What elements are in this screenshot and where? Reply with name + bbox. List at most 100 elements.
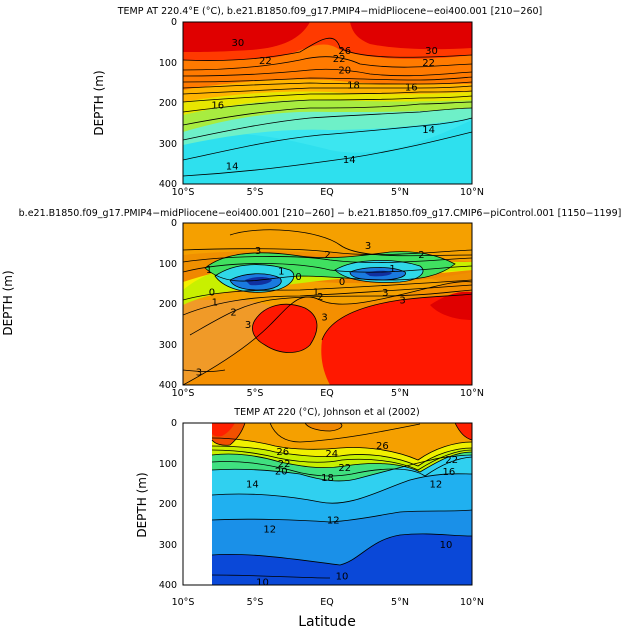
contour-label: 22	[333, 54, 346, 65]
y-tick-label: 400	[159, 580, 177, 591]
panel-3-y-axis-title: DEPTH (m)	[135, 472, 149, 537]
contour-label: 26	[338, 46, 351, 57]
y-tick-label: 300	[159, 340, 177, 351]
x-tick-label: 5°S	[247, 388, 264, 399]
contour-label: 26	[376, 441, 389, 452]
contour-label: 2	[418, 250, 424, 261]
y-tick-label: 100	[159, 459, 177, 470]
contour-label: 20	[275, 466, 288, 477]
contour-label: 12	[327, 516, 340, 527]
y-tick-label: 400	[159, 380, 177, 391]
y-tick-label: 100	[159, 259, 177, 270]
x-tick-label: 10°S	[172, 388, 195, 399]
contour-label: 14	[226, 161, 239, 172]
contour-label: 24	[325, 449, 338, 460]
contour-label: 2	[324, 250, 330, 261]
contour-label: 0	[209, 287, 215, 298]
x-tick-label: 5°N	[391, 187, 409, 198]
x-tick-label: 10°S	[172, 187, 195, 198]
contour-label: 14	[246, 479, 259, 490]
contour-label: 3	[196, 368, 202, 379]
panel-2-frame	[182, 222, 473, 386]
x-tick-label: EQ	[320, 597, 333, 608]
panel-2-title: b.e21.B1850.f09_g17.PMIP4−midPliocene−eo…	[19, 208, 622, 219]
x-tick-label: EQ	[320, 388, 333, 399]
x-tick-label: 10°N	[460, 187, 484, 198]
contour-label: 2	[317, 292, 323, 303]
panel-1-title: TEMP AT 220.4°E (°C), b.e21.B1850.f09_g1…	[117, 6, 543, 17]
panel-1-x-axis: 10°S 5°S EQ 5°N 10°N	[172, 187, 484, 198]
y-tick-label: 300	[159, 139, 177, 150]
panel-1-frame	[182, 21, 473, 185]
contour-label: 12	[263, 525, 276, 536]
panel-3-contour-labels: 26 24 26 22 22 22 20 18 16 14 12 12 12 1…	[246, 441, 458, 589]
panel-3-y-axis: 0 100 200 300 400	[159, 418, 177, 591]
y-tick-label: 0	[171, 17, 177, 28]
contour-label: 26	[276, 447, 289, 458]
panel-1-y-axis: 0 100 200 300 400	[159, 17, 177, 190]
panel-3-frame	[182, 422, 473, 586]
x-tick-label: 5°S	[247, 187, 264, 198]
contour-label: 10	[336, 572, 349, 583]
contour-label: 16	[405, 82, 418, 93]
contour-label: 1	[212, 298, 218, 309]
y-tick-label: 0	[171, 418, 177, 429]
panel-2-contour-labels: 3 3 2 2 1 1 0 1 0 1 2 3 3 0 1 2 3 3 3	[196, 241, 425, 379]
contour-label: 22	[278, 459, 291, 470]
contour-label: 30	[232, 38, 245, 49]
panel-2-y-axis: 0 100 200 300 400	[159, 218, 177, 391]
contour-label: 0	[339, 277, 345, 288]
contour-label: 20	[338, 65, 351, 76]
contour-label: 1	[206, 265, 212, 276]
x-axis-title: Latitude	[298, 614, 356, 630]
contour-label: 3	[321, 313, 327, 324]
contour-label: 22	[338, 463, 351, 474]
contour-label: 10	[256, 577, 269, 588]
contour-label: 1	[278, 266, 284, 277]
panel-2-x-axis: 10°S 5°S EQ 5°N 10°N	[172, 388, 484, 399]
contour-label: 3	[399, 295, 405, 306]
x-tick-label: 10°N	[460, 597, 484, 608]
panel-2-y-axis-title: DEPTH (m)	[1, 270, 15, 335]
panel-3-contour-fill	[183, 423, 472, 585]
panel-3-x-axis: 10°S 5°S EQ 5°N 10°N	[172, 597, 484, 608]
contour-label: 14	[422, 125, 435, 136]
y-tick-label: 200	[159, 499, 177, 510]
contour-label: 3	[382, 288, 388, 299]
y-tick-label: 200	[159, 299, 177, 310]
y-tick-label: 200	[159, 98, 177, 109]
x-tick-label: 5°N	[391, 597, 409, 608]
x-tick-label: 5°S	[247, 597, 264, 608]
panel-3: TEMP AT 220 (°C), Johnson et al (2002)	[135, 407, 484, 630]
y-tick-label: 0	[171, 218, 177, 229]
x-tick-label: 10°N	[460, 388, 484, 399]
contour-label: 22	[259, 56, 272, 67]
y-tick-label: 400	[159, 179, 177, 190]
contour-label: 16	[211, 101, 224, 112]
contour-label: 18	[321, 473, 334, 484]
contour-label: 1	[389, 264, 395, 275]
contour-label: 3	[365, 241, 371, 252]
y-tick-label: 300	[159, 540, 177, 551]
x-tick-label: 10°S	[172, 597, 195, 608]
contour-label: 22	[422, 58, 435, 69]
contour-label: 30	[425, 46, 438, 57]
contour-label: 1	[313, 287, 319, 298]
panel-1-contour-labels: 30 26 30 22 22 22 20 18 16 16 14 14 14	[211, 38, 438, 173]
panel-1: TEMP AT 220.4°E (°C), b.e21.B1850.f09_g1…	[92, 6, 542, 198]
panel-1-contour-fill	[183, 22, 472, 184]
contour-label: 16	[443, 467, 456, 478]
contour-label: 14	[343, 155, 356, 166]
panel-2: b.e21.B1850.f09_g17.PMIP4−midPliocene−eo…	[1, 208, 621, 399]
contour-label: 22	[445, 455, 458, 466]
contour-label: 10	[440, 540, 453, 551]
contour-label: 3	[255, 246, 261, 257]
contour-label: 18	[347, 80, 360, 91]
y-tick-label: 100	[159, 58, 177, 69]
panel-2-contour-fill	[183, 223, 472, 385]
contour-label: 3	[245, 320, 251, 331]
x-tick-label: EQ	[320, 187, 333, 198]
panel-1-y-axis-title: DEPTH (m)	[92, 70, 106, 135]
contour-label: 12	[430, 479, 443, 490]
